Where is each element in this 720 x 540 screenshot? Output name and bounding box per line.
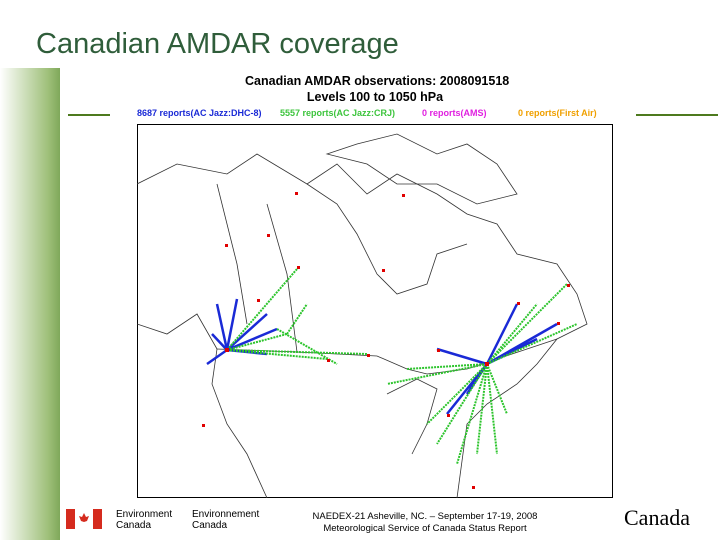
footer-note: Meteorological Service of Canada Status … xyxy=(323,523,527,534)
logo-en: Environment xyxy=(116,509,173,520)
map xyxy=(137,124,613,498)
legend-entry: 5557 reports(AC Jazz:CRJ) xyxy=(280,108,396,118)
map-title: Canadian AMDAR observations: 2008091518 xyxy=(245,74,510,88)
legend-entry: 0 reports(AMS) xyxy=(422,108,487,118)
rule-right xyxy=(636,114,718,116)
flag xyxy=(66,509,102,529)
footer-note: NAEDEX-21 Asheville, NC. – September 17-… xyxy=(312,511,538,522)
side-bar xyxy=(0,68,60,540)
wordmark: Canada xyxy=(624,505,690,530)
rule-left xyxy=(68,114,110,116)
legend-entry: 8687 reports(AC Jazz:DHC-8) xyxy=(137,108,262,118)
legend-entry: 0 reports(First Air) xyxy=(518,108,597,118)
map-subtitle: Levels 100 to 1050 hPa xyxy=(306,90,444,104)
logo-en: Canada xyxy=(116,520,152,531)
logo-fr: Environnement xyxy=(192,509,260,520)
slide-title: Canadian AMDAR coverage xyxy=(36,28,399,60)
logo-fr: Canada xyxy=(192,520,228,531)
